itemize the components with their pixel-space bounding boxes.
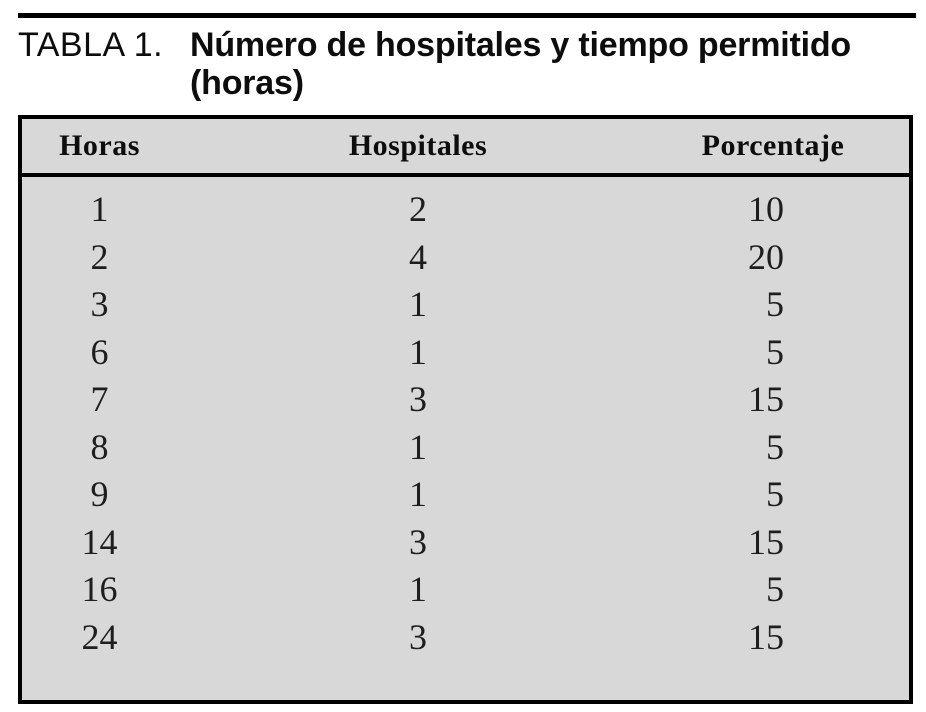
table-body: 1 2 10 2 4 20 3 1 5 6 1 5 7 3 15 8 1 5 9 1 5 14 3 15 16 1 5 24 3 15: [22, 177, 909, 661]
cell-porcentaje: 5: [766, 426, 784, 467]
table-row: 9 1 5: [22, 471, 909, 519]
cell-porcentaje: 10: [748, 189, 784, 229]
table-caption: TABLA 1. Número de hospitales y tiempo p…: [18, 26, 916, 102]
cell-porcentaje: 5: [766, 474, 784, 514]
cell-horas: 24: [81, 616, 118, 657]
cell-horas: 2: [90, 236, 109, 277]
cell-porcentaje: 15: [748, 616, 784, 657]
caption-title: Número de hospitales y tiempo permitido …: [190, 26, 851, 102]
cell-hospitales: 2: [409, 189, 427, 229]
cell-hospitales: 1: [409, 474, 427, 514]
cell-hospitales: 3: [409, 521, 427, 562]
table-row: 1 2 10: [22, 186, 909, 234]
cell-horas: 1: [90, 189, 109, 229]
cell-hospitales: 1: [409, 569, 427, 609]
column-header-horas: Horas: [59, 129, 140, 162]
cell-porcentaje: 5: [766, 331, 784, 372]
cell-porcentaje: 15: [748, 521, 784, 562]
table-row: 2 4 20: [22, 234, 909, 282]
caption-title-line2: (horas): [190, 64, 304, 102]
cell-horas: 8: [90, 426, 109, 467]
cell-hospitales: 3: [409, 379, 427, 419]
cell-horas: 16: [81, 569, 118, 609]
caption-title-line1: Número de hospitales y tiempo permitido: [190, 26, 851, 64]
cell-hospitales: 1: [409, 331, 427, 372]
cell-horas: 7: [90, 379, 109, 419]
table-row: 3 1 5: [22, 281, 909, 329]
cell-hospitales: 1: [409, 284, 427, 324]
table-row: 16 1 5: [22, 566, 909, 614]
table-header-row: Horas Hospitales Porcentaje: [22, 119, 909, 177]
data-table: Horas Hospitales Porcentaje 1 2 10 2 4 20 3 1 5 6…: [18, 115, 913, 704]
cell-hospitales: 3: [409, 616, 427, 657]
cell-porcentaje: 5: [766, 569, 784, 609]
cell-hospitales: 1: [409, 426, 427, 467]
cell-porcentaje: 20: [748, 236, 784, 277]
cell-horas: 6: [90, 331, 109, 372]
caption-label: TABLA 1.: [18, 26, 164, 64]
cell-hospitales: 4: [409, 236, 427, 277]
cell-horas: 9: [90, 474, 109, 514]
table-row: 7 3 15: [22, 376, 909, 424]
column-header-hospitales: Hospitales: [348, 129, 488, 162]
cell-horas: 3: [90, 284, 109, 324]
table-row: 8 1 5: [22, 424, 909, 472]
table-row: 14 3 15: [22, 519, 909, 567]
table-row: 24 3 15: [22, 614, 909, 662]
column-header-porcentaje: Porcentaje: [701, 129, 845, 162]
cell-horas: 14: [81, 521, 118, 562]
cell-porcentaje: 15: [748, 379, 784, 419]
cell-porcentaje: 5: [766, 284, 784, 324]
caption-top-rule: [18, 13, 916, 18]
table-row: 6 1 5: [22, 329, 909, 377]
